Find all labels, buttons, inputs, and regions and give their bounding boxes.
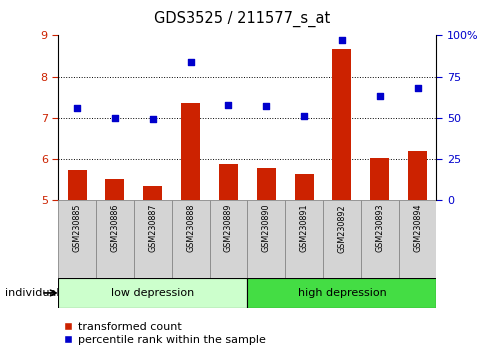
Text: GSM230894: GSM230894 [412, 204, 421, 252]
Bar [171, 200, 209, 278]
Point [186, 59, 194, 64]
Bar [105, 179, 124, 200]
Point [73, 105, 81, 111]
Bar [58, 278, 247, 308]
Bar [322, 200, 360, 278]
Bar [247, 278, 436, 308]
Bar [143, 185, 162, 200]
Bar [398, 200, 436, 278]
Text: GDS3525 / 211577_s_at: GDS3525 / 211577_s_at [154, 11, 330, 27]
Bar [218, 164, 237, 200]
Bar [285, 200, 322, 278]
Bar [67, 170, 86, 200]
Point [337, 38, 345, 43]
Text: GSM230890: GSM230890 [261, 204, 270, 252]
Text: GSM230892: GSM230892 [337, 204, 346, 252]
Point [262, 103, 270, 109]
Bar [58, 200, 96, 278]
Point [300, 113, 307, 119]
Text: GSM230887: GSM230887 [148, 204, 157, 252]
Bar [369, 158, 388, 200]
Point [413, 85, 421, 91]
Bar [247, 200, 285, 278]
Text: GSM230889: GSM230889 [224, 204, 232, 252]
Text: GSM230888: GSM230888 [186, 204, 195, 252]
Text: GSM230886: GSM230886 [110, 204, 119, 252]
Bar [360, 200, 398, 278]
Bar [134, 200, 171, 278]
Bar [209, 200, 247, 278]
Point [111, 115, 119, 120]
Bar [407, 152, 426, 200]
Bar [256, 168, 275, 200]
Point [224, 102, 232, 107]
Text: GSM230885: GSM230885 [73, 204, 81, 252]
Text: GSM230893: GSM230893 [375, 204, 383, 252]
Text: low depression: low depression [111, 288, 194, 298]
Bar [294, 175, 313, 200]
Legend: transformed count, percentile rank within the sample: transformed count, percentile rank withi… [63, 321, 266, 345]
Text: high depression: high depression [297, 288, 385, 298]
Point [149, 116, 156, 122]
Text: individual: individual [5, 288, 59, 298]
Point [375, 93, 383, 99]
Text: GSM230891: GSM230891 [299, 204, 308, 252]
Bar [181, 103, 199, 200]
Bar [96, 200, 134, 278]
Bar [332, 48, 350, 200]
